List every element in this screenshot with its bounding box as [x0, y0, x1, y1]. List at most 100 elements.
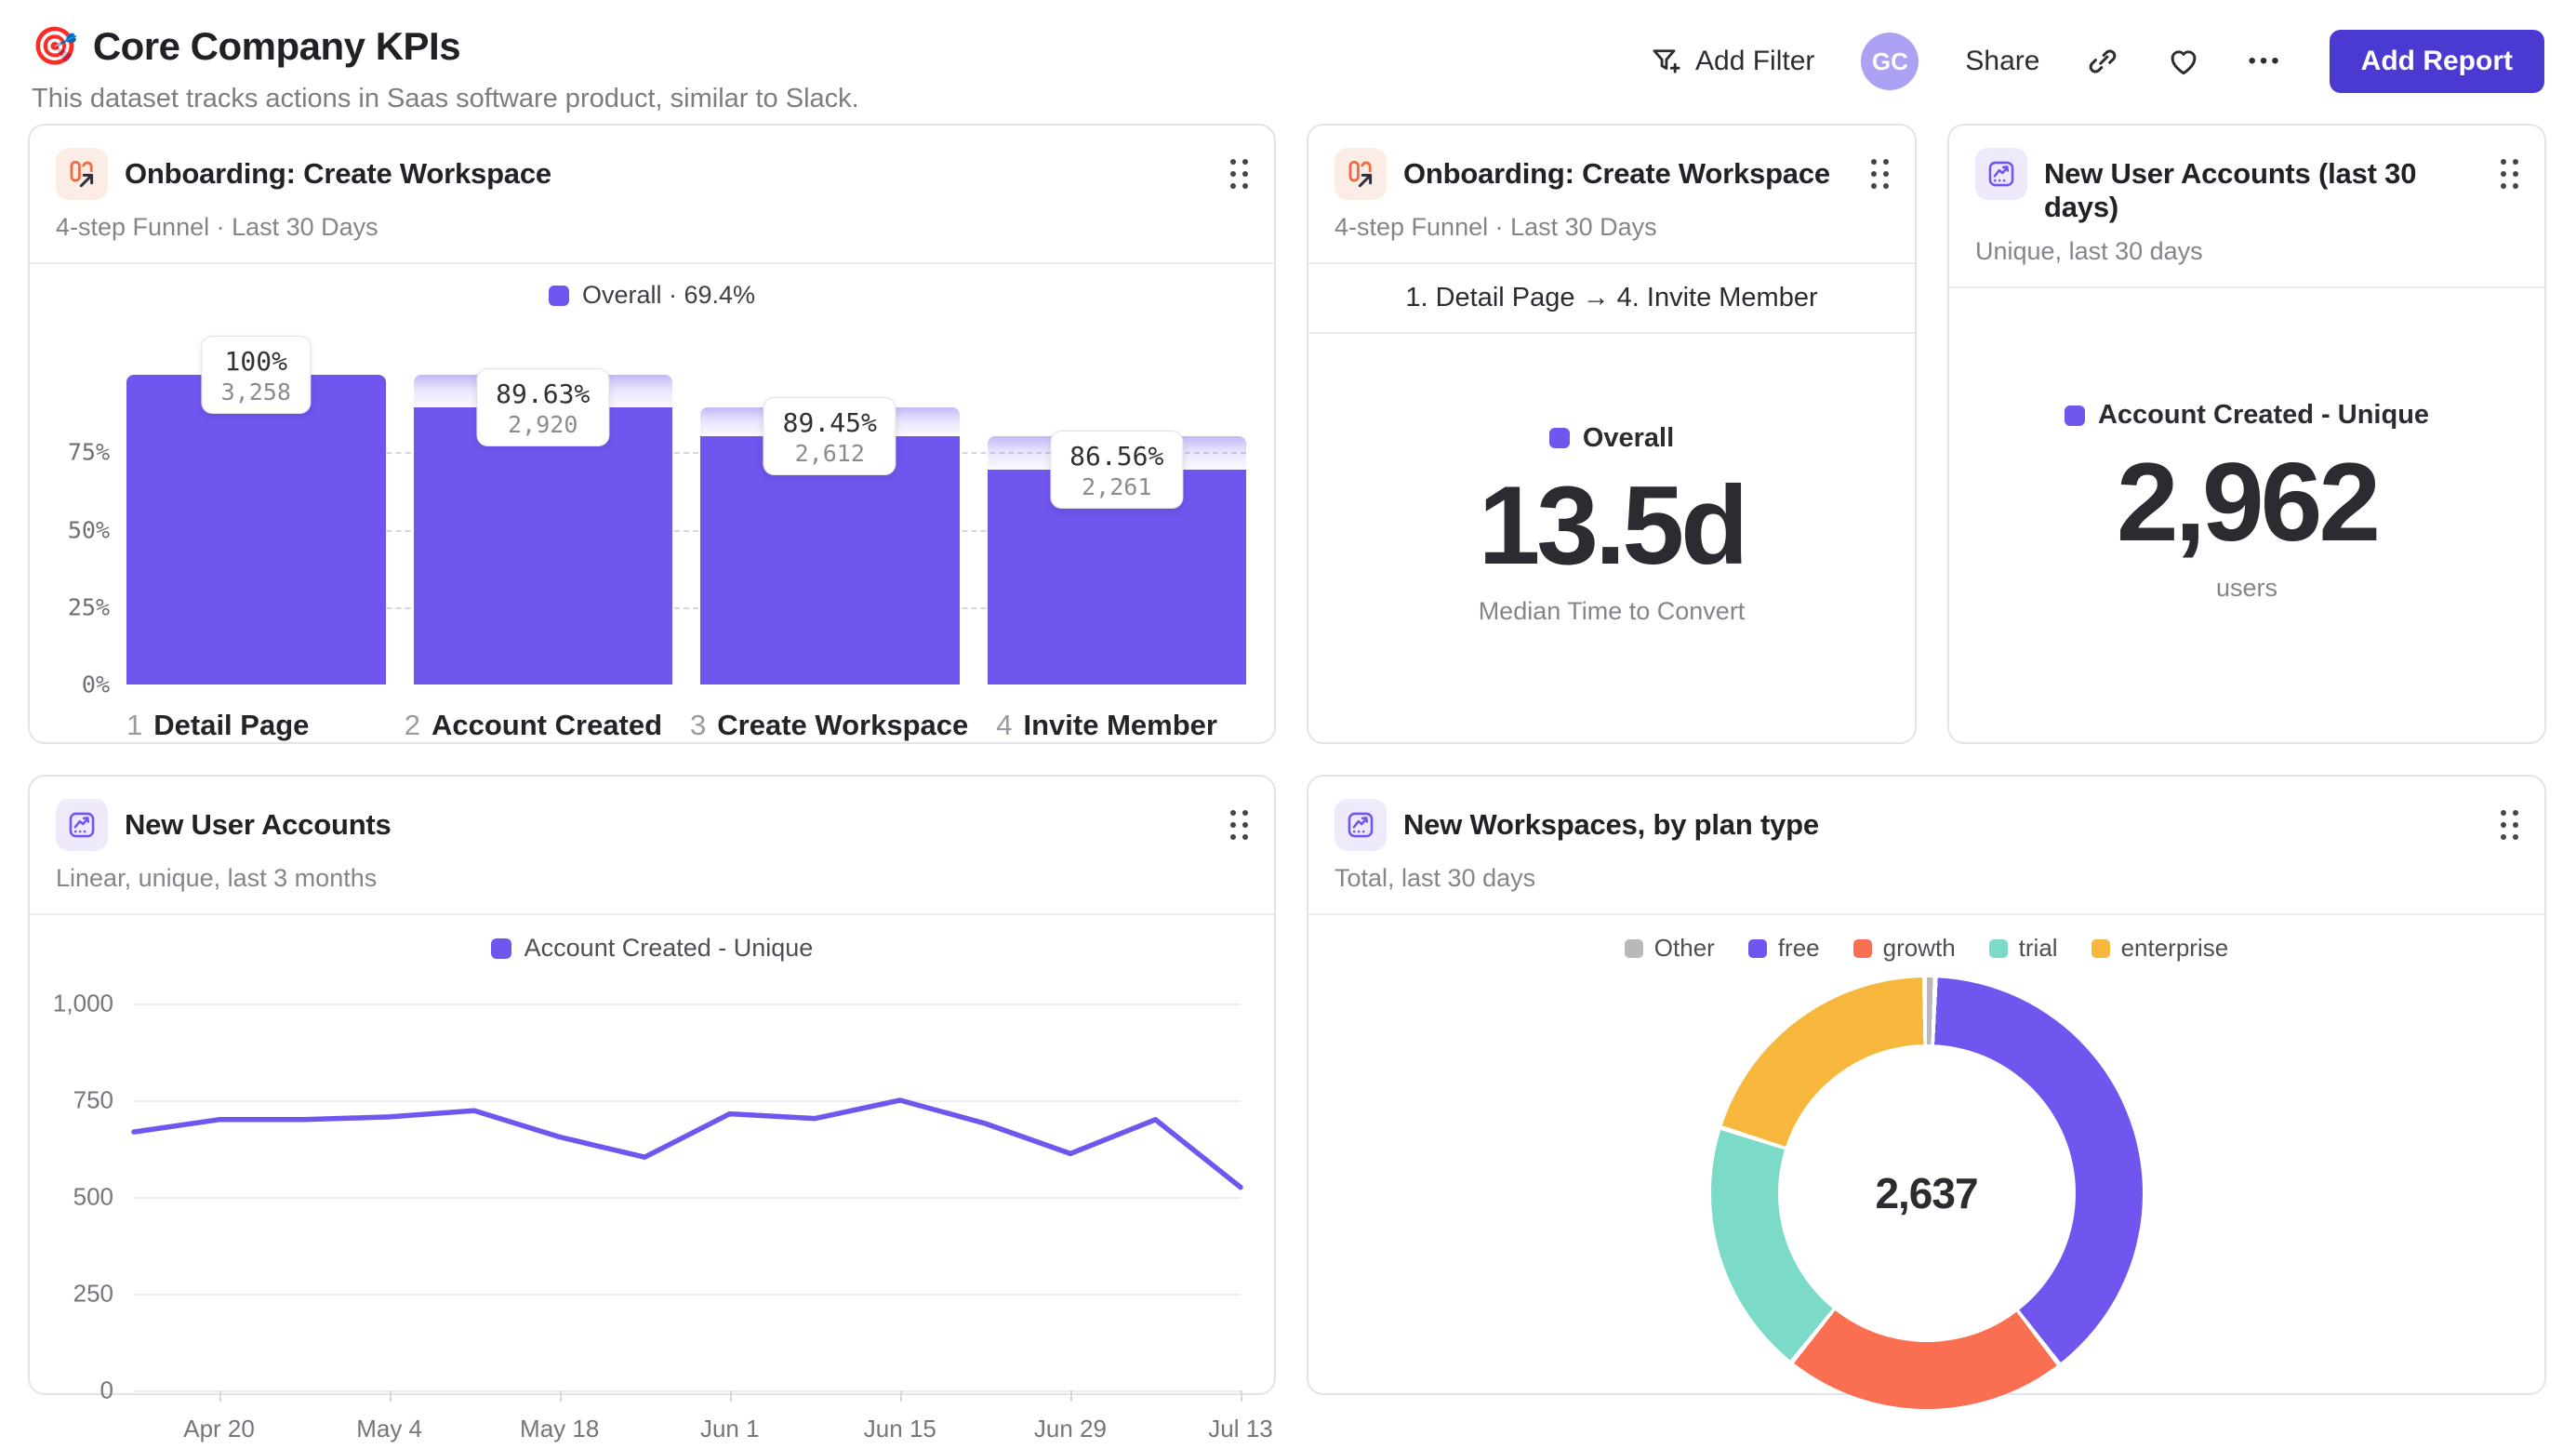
dashboard-board: Onboarding: Create Workspace 4-step Funn…: [0, 120, 2576, 1442]
line-x-tick-label: May 4: [356, 1415, 423, 1442]
line-x-tick: [1241, 1390, 1242, 1402]
line-y-tick-label: 750: [73, 1085, 113, 1114]
legend-swatch: [2091, 938, 2110, 958]
legend-swatch: [1548, 428, 1570, 448]
line-gridline: [134, 1004, 1241, 1005]
funnel-step-axis: 1 Detail Page 2 Account Created 3 Create Work…: [126, 709, 1246, 742]
funnel-step-label: 3 Create Workspace: [690, 709, 969, 741]
legend-label: free: [1777, 934, 1820, 962]
drag-handle-icon[interactable]: [1230, 799, 1248, 840]
legend-label: Account Created - Unique: [2097, 400, 2430, 430]
line-x-tick-label: May 18: [520, 1415, 600, 1442]
add-filter-button[interactable]: Add Filter: [1649, 45, 1814, 78]
metric-legend: Account Created - Unique: [2064, 400, 2430, 431]
line-legend: Account Created - Unique: [30, 915, 1274, 972]
metric-caption: Median Time to Convert: [1478, 596, 1746, 625]
copy-link-button[interactable]: [2086, 45, 2119, 78]
card-subtitle: 4-step Funnel · Last 30 Days: [1308, 200, 1915, 264]
funnel-conversion-pct: 100%: [224, 346, 287, 377]
funnel-y-tick-label: 75%: [67, 438, 110, 466]
card-new-user-accounts-line[interactable]: New User Accounts Linear, unique, last 3…: [28, 775, 1276, 1442]
heart-icon: [2166, 44, 2201, 79]
line-y-tick-label: 250: [73, 1279, 113, 1308]
metric-value: 2,962: [2116, 440, 2381, 565]
card-title: New User Accounts (last 30 days): [2044, 157, 2417, 223]
line-x-tick-label: Jun 29: [1033, 1415, 1107, 1442]
line-gridline: [134, 1390, 1241, 1392]
funnel-conversion-pct: 89.63%: [496, 378, 591, 409]
insights-report-icon: [1334, 799, 1387, 851]
funnel-bar-fill: [413, 406, 672, 685]
line-x-tick-label: Apr 20: [183, 1415, 255, 1442]
funnel-gridline: [126, 529, 1246, 532]
more-options-button[interactable]: •••: [2248, 48, 2283, 73]
link-icon: [2086, 45, 2119, 78]
drag-handle-icon[interactable]: [2501, 799, 2518, 840]
card-subtitle: Unique, last 30 days: [1949, 224, 2544, 288]
line-y-tick-label: 500: [73, 1182, 113, 1211]
funnel-bar-4[interactable]: 86.56% 2,261: [987, 375, 1246, 685]
legend-swatch: [1747, 938, 1767, 958]
funnel-count: 2,261: [1082, 472, 1152, 500]
favorite-button[interactable]: [2166, 44, 2201, 79]
legend-label: Overall · 69.4%: [581, 281, 756, 309]
funnel-chart: 75% 50% 25% 0% 100% 3,258 89.63% 2,920 89.45% 2,6…: [68, 336, 1246, 698]
legend-label: trial: [2018, 934, 2058, 962]
metric-legend: Overall: [1548, 422, 1675, 454]
legend-swatch: [1852, 938, 1872, 958]
card-title: Onboarding: Create Workspace: [125, 157, 551, 190]
plan-legend-item[interactable]: trial: [1988, 934, 2058, 963]
funnel-bar-3[interactable]: 89.45% 2,612: [700, 375, 960, 685]
funnel-count: 3,258: [220, 379, 291, 405]
plan-legend-item[interactable]: Other: [1624, 934, 1715, 963]
plan-legend-item[interactable]: growth: [1852, 934, 1956, 963]
line-x-tick-label: Jun 1: [699, 1415, 760, 1442]
funnel-report-icon: [56, 148, 108, 200]
add-report-button[interactable]: Add Report: [2329, 30, 2544, 93]
line-series: [134, 1004, 1241, 1390]
card-onboarding-funnel[interactable]: Onboarding: Create Workspace 4-step Funn…: [28, 124, 1276, 744]
funnel-report-icon: [1334, 148, 1387, 200]
line-x-tick-label: Jul 13: [1208, 1415, 1273, 1442]
line-x-tick: [729, 1390, 732, 1402]
card-title: New User Accounts: [125, 808, 392, 841]
line-gridline: [134, 1197, 1241, 1199]
funnel-count: 2,920: [508, 410, 578, 438]
card-workspaces-by-plan[interactable]: New Workspaces, by plan type Total, last…: [1307, 775, 2546, 1409]
funnel-bar-fill: [126, 375, 386, 685]
insights-report-icon: [1975, 148, 2027, 200]
donut-chart[interactable]: 2,637: [1710, 977, 2143, 1409]
drag-handle-icon[interactable]: [1871, 148, 1889, 189]
line-x-tick: [899, 1390, 902, 1402]
card-time-to-convert[interactable]: Onboarding: Create Workspace 4-step Funn…: [1307, 124, 1917, 744]
card-new-user-accounts-30d[interactable]: New User Accounts (last 30 days) Unique,…: [1947, 124, 2546, 744]
legend-swatch: [490, 937, 511, 959]
user-avatar[interactable]: GC: [1861, 33, 1919, 90]
line-y-tick-label: 0: [100, 1376, 113, 1404]
share-button[interactable]: Share: [1965, 46, 2039, 77]
page-subtitle: This dataset tracks actions in Saas soft…: [32, 84, 859, 113]
legend-label: Overall: [1582, 422, 1675, 453]
board-emoji-icon: 🎯: [32, 26, 78, 67]
funnel-y-tick-label: 50%: [67, 516, 110, 543]
filter-plus-icon: [1649, 45, 1682, 78]
insights-report-icon: [56, 799, 108, 851]
legend-label: Account Created - Unique: [524, 934, 814, 962]
funnel-bar-2[interactable]: 89.63% 2,920: [413, 367, 672, 685]
funnel-conversion-pct: 89.45%: [782, 407, 877, 439]
plan-legend-item[interactable]: enterprise: [2091, 934, 2228, 963]
funnel-bar-fill: [700, 436, 960, 685]
line-gridline: [134, 1100, 1241, 1102]
drag-handle-icon[interactable]: [1230, 148, 1248, 189]
drag-handle-icon[interactable]: [2501, 148, 2518, 189]
funnel-bar-1[interactable]: 100% 3,258: [126, 336, 386, 685]
funnel-bar-label: 86.56% 2,261: [1050, 430, 1184, 509]
funnel-bar-label: 89.63% 2,920: [476, 367, 610, 446]
plan-legend-item[interactable]: free: [1747, 934, 1820, 963]
funnel-count: 2,612: [794, 440, 865, 468]
page-header: 🎯 Core Company KPIs This dataset tracks …: [0, 0, 2576, 120]
funnel-step-label: 2 Account Created: [404, 709, 663, 741]
share-label: Share: [1965, 46, 2040, 76]
funnel-gridline: [126, 606, 1246, 609]
funnel-y-tick-label: 0%: [81, 671, 110, 698]
